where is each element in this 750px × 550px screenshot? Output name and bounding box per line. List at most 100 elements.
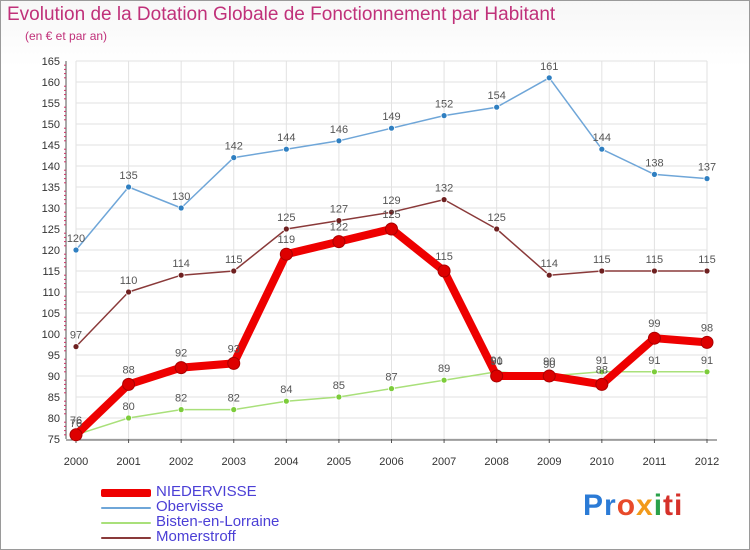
data-label-bisten-en-lorraine-2005: 85 [333, 380, 345, 392]
data-label-obervisse-2008: 154 [487, 90, 505, 102]
data-label-momerstroff-2005: 127 [330, 204, 348, 216]
data-label-momerstroff-2000: 97 [70, 330, 82, 342]
data-point-obervisse-2006 [388, 124, 395, 132]
data-label-obervisse-2003: 142 [225, 141, 243, 153]
data-point-obervisse-2008 [493, 103, 501, 111]
data-label-bisten-en-lorraine-2012: 91 [701, 355, 713, 367]
data-label-momerstroff-2012: 115 [698, 254, 716, 266]
x-tick-label-2011: 2011 [643, 456, 667, 468]
data-point-bisten-en-lorraine-2010 [598, 368, 606, 376]
data-label-niedervisse-2011: 99 [648, 318, 660, 330]
series-lines [69, 74, 714, 442]
data-label-momerstroff-2010: 115 [593, 254, 611, 266]
data-label-bisten-en-lorraine-2011: 91 [648, 355, 660, 367]
data-point-bisten-en-lorraine-2003 [230, 406, 238, 414]
data-label-obervisse-2011: 138 [645, 157, 663, 169]
x-tick-label-2004: 2004 [274, 456, 298, 468]
y-tick-label-105: 105 [42, 308, 60, 320]
data-label-bisten-en-lorraine-2010: 91 [596, 355, 608, 367]
data-point-momerstroff-2004 [282, 225, 290, 233]
data-point-momerstroff-2012 [703, 267, 711, 275]
y-tick-label-85: 85 [48, 392, 60, 404]
data-point-bisten-en-lorraine-2012 [703, 368, 711, 376]
data-label-bisten-en-lorraine-2000: 76 [70, 418, 82, 430]
data-label-obervisse-2004: 144 [277, 132, 295, 144]
data-label-niedervisse-2009: 90 [543, 356, 555, 368]
legend-label-bisten-en-lorraine: Bisten-en-Lorraine [156, 513, 280, 530]
data-point-momerstroff-2002 [177, 271, 185, 279]
x-tick-label-2012: 2012 [695, 456, 719, 468]
data-point-bisten-en-lorraine-2002 [177, 406, 185, 414]
data-point-bisten-en-lorraine-2006 [388, 385, 395, 393]
data-labels: 120 135 130 142 144 146 149 152 154 161 144 138 137 7… [67, 61, 716, 430]
data-point-niedervisse-2003 [227, 356, 241, 370]
y-tick-label-140: 140 [42, 161, 60, 173]
data-point-niedervisse-2001 [122, 377, 136, 391]
y-tick-label-165: 165 [42, 56, 60, 68]
data-label-momerstroff-2006: 129 [382, 195, 400, 207]
data-label-niedervisse-2005: 122 [330, 222, 348, 234]
data-point-obervisse-2003 [230, 154, 238, 162]
data-point-obervisse-2002 [177, 204, 185, 212]
legend-label-obervisse: Obervisse [156, 498, 224, 515]
y-tick-label-80: 80 [48, 413, 60, 425]
data-point-obervisse-2007 [440, 112, 448, 119]
data-label-momerstroff-2008: 125 [487, 212, 505, 224]
data-label-momerstroff-2007: 132 [435, 183, 453, 195]
data-label-obervisse-2006: 149 [382, 111, 400, 123]
data-point-niedervisse-2009 [542, 369, 556, 383]
data-point-niedervisse-2006 [385, 222, 398, 236]
data-label-niedervisse-2000: 76 [70, 415, 82, 427]
data-label-bisten-en-lorraine-2006: 87 [385, 372, 397, 384]
x-tick-label-2010: 2010 [590, 456, 614, 468]
data-label-niedervisse-2001: 88 [122, 364, 134, 376]
data-point-niedervisse-2012 [700, 335, 714, 349]
legend: NIEDERVISSE Obervisse Bisten-en-Lorraine… [101, 483, 341, 545]
y-tick-label-95: 95 [48, 350, 60, 362]
chart-title: Evolution de la Dotation Globale de Fonc… [7, 4, 556, 25]
data-label-niedervisse-2002: 92 [175, 348, 187, 360]
data-label-bisten-en-lorraine-2007: 89 [438, 363, 450, 375]
legend-label-momerstroff: Momerstroff [156, 528, 236, 545]
data-label-obervisse-2007: 152 [435, 99, 453, 111]
chart-subtitle: (en € et par an) [25, 29, 108, 43]
legend-label-niedervisse: NIEDERVISSE [156, 483, 257, 500]
x-tick-label-2008: 2008 [484, 456, 508, 468]
data-point-bisten-en-lorraine-2007 [440, 376, 448, 384]
data-point-momerstroff-2000 [72, 343, 80, 351]
data-point-momerstroff-2001 [125, 288, 132, 296]
y-tick-label-90: 90 [48, 371, 60, 383]
data-point-obervisse-2005 [335, 137, 343, 145]
data-label-bisten-en-lorraine-2001: 80 [122, 401, 134, 413]
data-point-obervisse-2010 [598, 145, 606, 153]
data-point-niedervisse-2005 [332, 235, 346, 249]
y-tick-label-100: 100 [42, 329, 60, 341]
data-point-momerstroff-2005 [335, 217, 343, 225]
data-label-obervisse-2012: 137 [698, 162, 716, 174]
legend-item-momerstroff: Momerstroff [101, 528, 341, 545]
y-tick-label-125: 125 [42, 224, 60, 236]
y-tick-label-160: 160 [42, 77, 60, 89]
x-tick-label-2006: 2006 [379, 456, 403, 468]
data-label-niedervisse-2012: 98 [701, 322, 713, 334]
data-label-niedervisse-2006: 125 [382, 209, 400, 221]
data-point-niedervisse-2008 [490, 369, 504, 383]
data-label-bisten-en-lorraine-2003: 82 [228, 393, 240, 405]
legend-item-bisten-en-lorraine: Bisten-en-Lorraine [101, 513, 341, 530]
data-label-obervisse-2000: 120 [67, 233, 85, 245]
data-point-bisten-en-lorraine-2005 [335, 393, 343, 401]
data-label-momerstroff-2011: 115 [646, 254, 664, 266]
data-label-bisten-en-lorraine-2008: 91 [491, 355, 503, 367]
data-point-momerstroff-2008 [493, 225, 501, 233]
data-label-niedervisse-2004: 119 [278, 234, 296, 246]
data-point-bisten-en-lorraine-2001 [125, 414, 132, 422]
data-label-bisten-en-lorraine-2009: 90 [543, 359, 555, 371]
legend-item-niedervisse: NIEDERVISSE [101, 483, 341, 500]
data-point-obervisse-2011 [651, 170, 658, 178]
data-label-obervisse-2010: 144 [593, 132, 611, 144]
data-label-momerstroff-2003: 115 [225, 254, 243, 266]
data-point-niedervisse-2010 [595, 377, 609, 391]
data-point-niedervisse-2002 [174, 361, 188, 375]
y-tick-label-155: 155 [42, 98, 60, 110]
